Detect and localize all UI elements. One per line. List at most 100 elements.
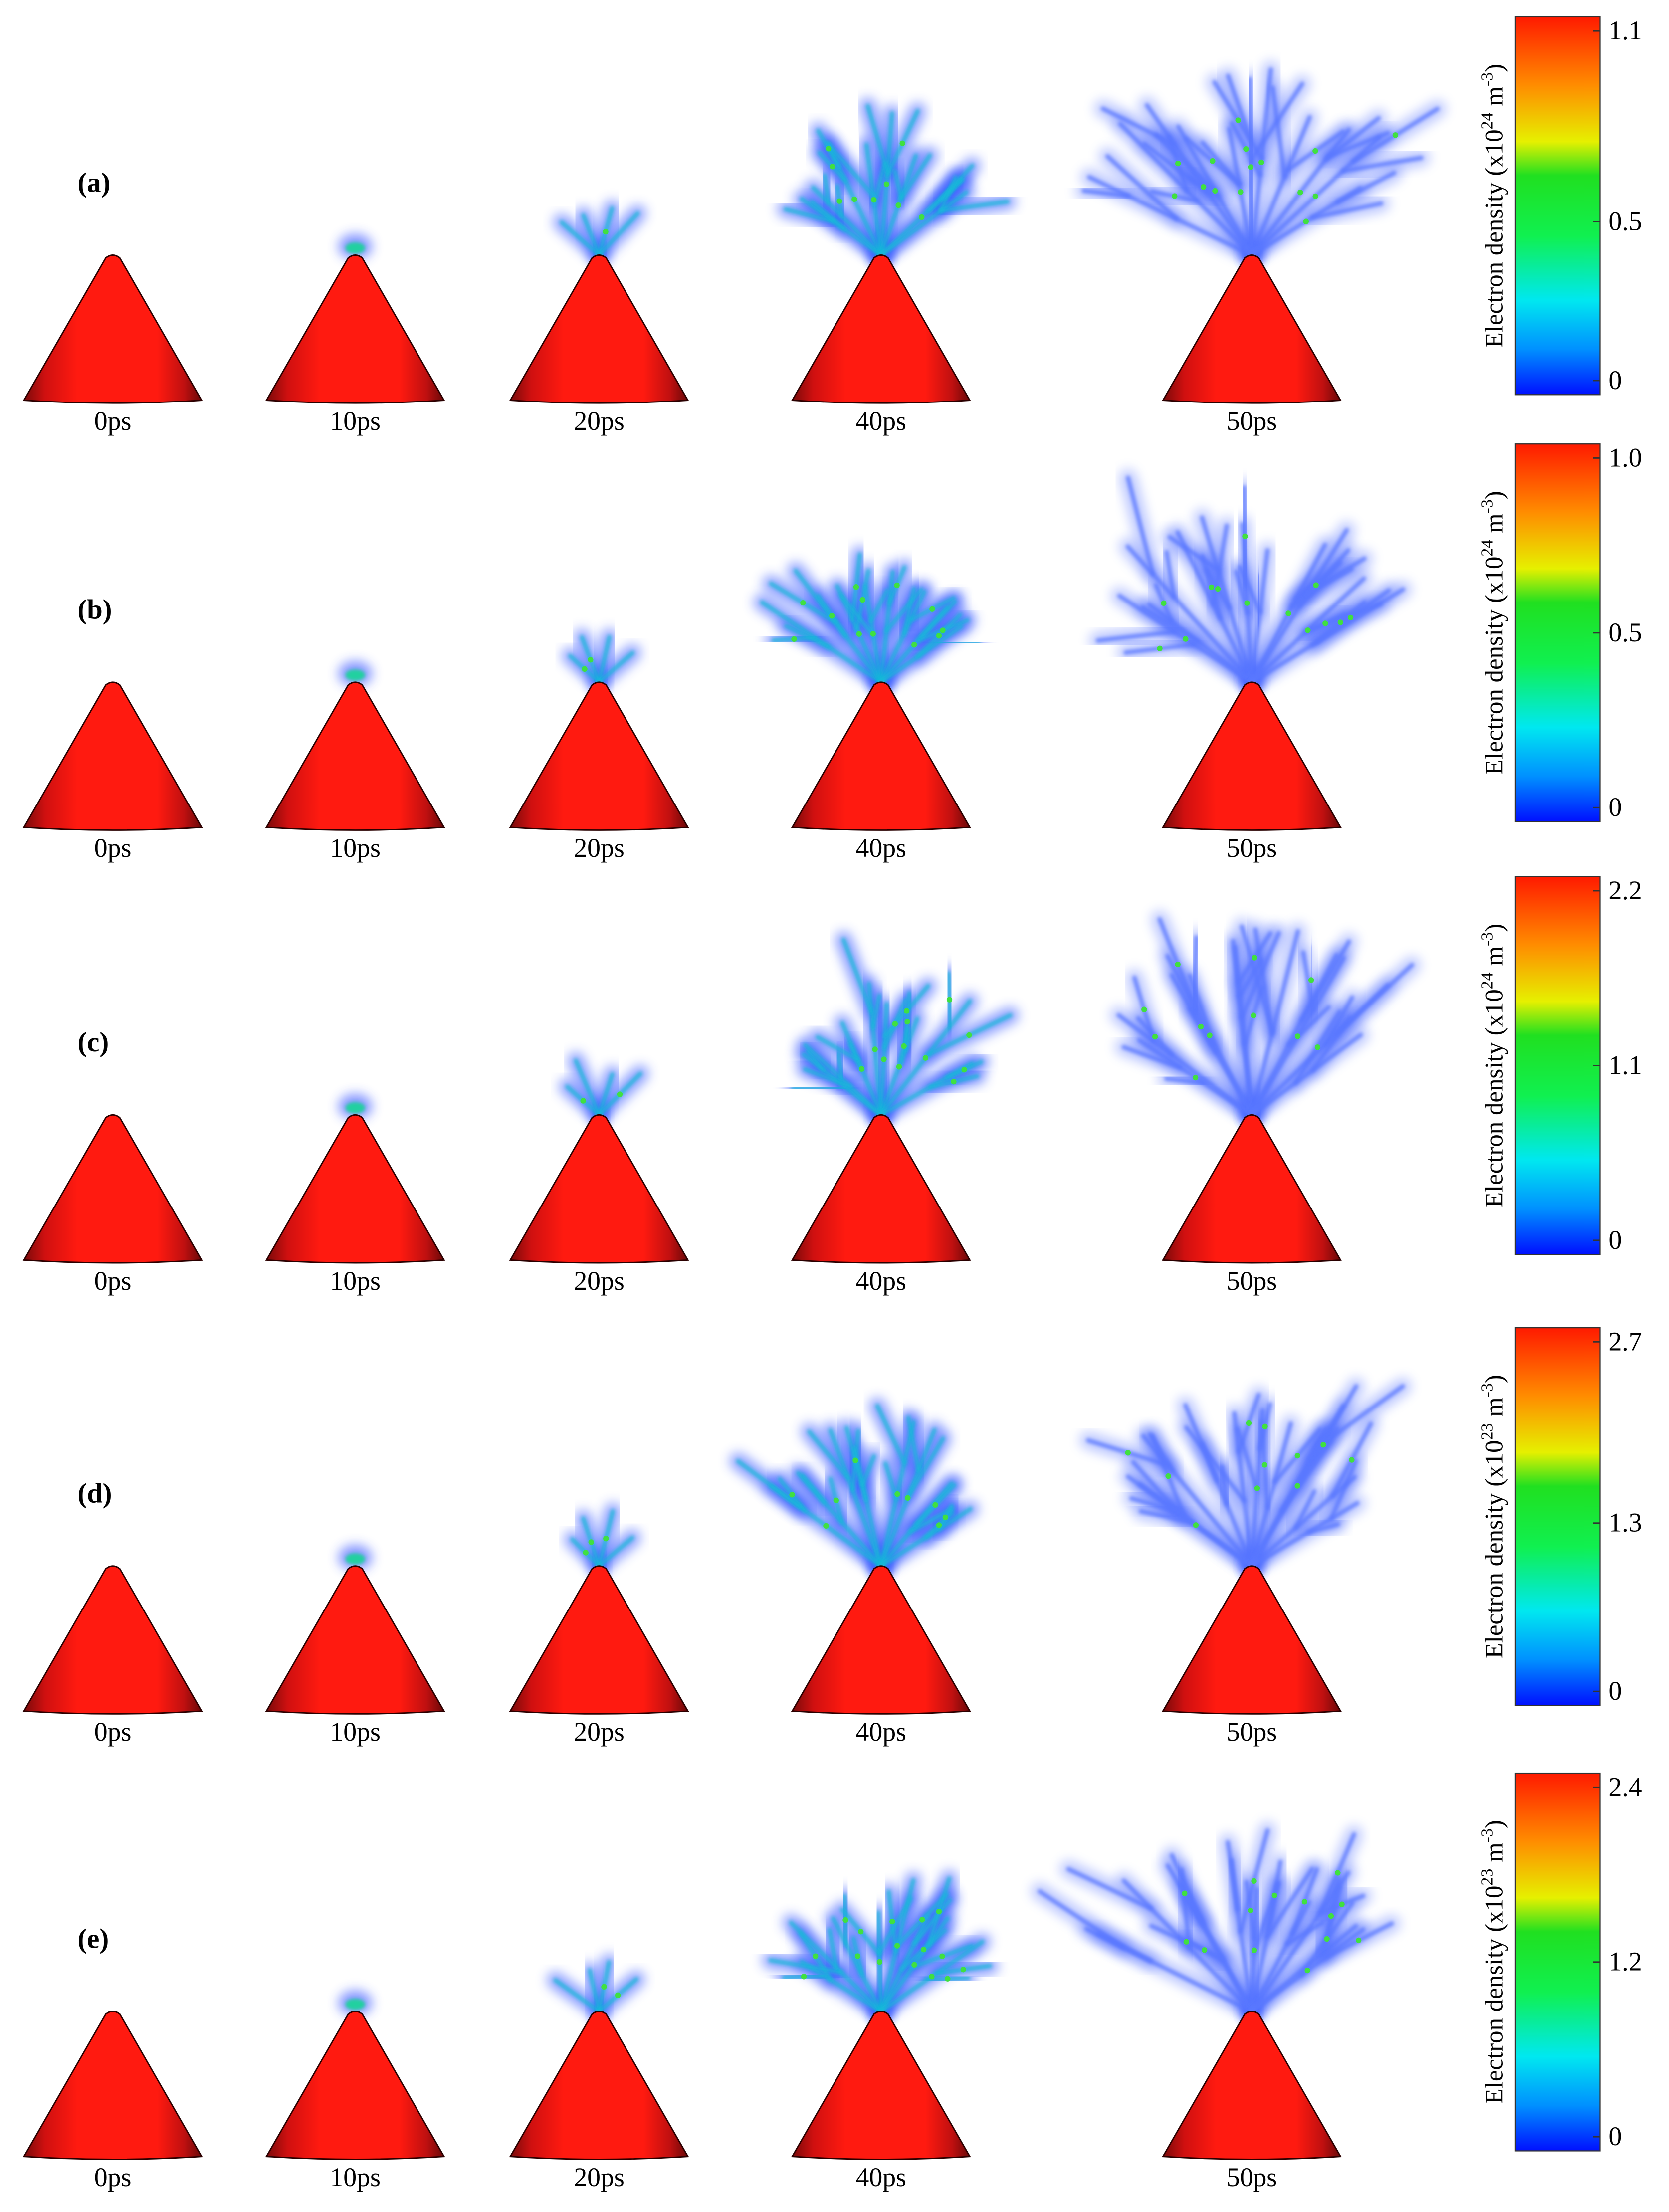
hot-spot	[939, 1954, 945, 1959]
hot-spot	[929, 1974, 934, 1979]
hot-spot	[1183, 636, 1188, 641]
hot-spot	[1157, 646, 1162, 651]
hot-spot	[1248, 164, 1253, 170]
time-label: 10ps	[330, 2162, 380, 2192]
hot-spot	[580, 1098, 586, 1103]
hot-spot	[813, 1953, 818, 1959]
hot-spot	[896, 1064, 902, 1069]
cone	[510, 1566, 688, 1714]
hot-spot	[1165, 1473, 1171, 1479]
hot-spot	[911, 642, 917, 647]
hot-spot	[1193, 1075, 1198, 1080]
panel: 0ps	[24, 255, 202, 436]
hot-spot	[1348, 615, 1353, 620]
title-text: Electron density (x10	[1481, 1440, 1509, 1659]
colorbar	[1515, 17, 1600, 395]
panel: 20ps	[510, 1061, 688, 1296]
panel: 10ps	[266, 1094, 444, 1296]
time-label: 50ps	[1227, 1717, 1277, 1747]
title-exponent: 24	[1478, 972, 1497, 989]
hot-spot	[884, 182, 889, 187]
hot-spot	[900, 141, 905, 146]
hot-spot	[936, 633, 942, 638]
hot-spot	[872, 1046, 878, 1052]
time-label: 10ps	[330, 1266, 380, 1296]
tick-label: 0	[1608, 1225, 1622, 1255]
tick-label: 0.5	[1608, 617, 1642, 647]
cone	[1163, 682, 1340, 830]
hot-spot	[1210, 158, 1215, 164]
panel: 50ps	[1040, 1830, 1392, 2192]
title-suffix: )	[1481, 924, 1509, 932]
title-unit-exponent: -3	[1478, 1383, 1497, 1397]
time-label: 0ps	[94, 1266, 132, 1296]
time-label: 40ps	[856, 833, 906, 863]
tick-label: 0	[1608, 365, 1622, 395]
hot-spot	[860, 597, 865, 603]
title-unit-exponent: -3	[1478, 499, 1497, 513]
hot-spot	[1193, 1522, 1199, 1528]
tick-label: 0	[1608, 1676, 1622, 1706]
hot-spot	[870, 631, 876, 636]
hot-spot	[1339, 1901, 1344, 1907]
row-label: (d)	[77, 1478, 112, 1509]
title-exponent: 23	[1478, 1869, 1497, 1886]
branch-core	[793, 1087, 846, 1088]
hot-spot	[789, 1492, 795, 1497]
time-label: 10ps	[330, 1717, 380, 1747]
cone	[24, 2011, 202, 2160]
cone	[792, 2011, 970, 2160]
hot-spot	[1320, 1442, 1326, 1447]
hot-spot	[603, 229, 608, 234]
cone	[510, 682, 688, 830]
hot-spot	[1141, 1007, 1147, 1012]
hot-spot	[904, 1019, 910, 1024]
tick-label: 1.1	[1608, 15, 1642, 45]
hot-spot	[1243, 146, 1249, 152]
hot-spot	[1258, 160, 1264, 165]
tick-label: 1.2	[1608, 1947, 1642, 1977]
hot-spot	[1242, 534, 1248, 539]
panel: 10ps	[266, 1545, 444, 1747]
hot-spot	[1215, 586, 1221, 592]
row-label: (b)	[77, 595, 112, 625]
tick-label: 1.3	[1608, 1508, 1642, 1538]
cone	[792, 1566, 970, 1714]
hot-spot	[829, 613, 834, 618]
cone	[1163, 255, 1340, 403]
hot-spot	[1262, 1462, 1267, 1467]
title-unit: m	[1481, 513, 1509, 539]
hot-spot	[1175, 161, 1181, 166]
hot-spot	[1251, 1878, 1256, 1884]
hot-spot	[582, 666, 587, 672]
panel: 40ps	[738, 1406, 971, 1747]
hot-spot	[851, 197, 857, 202]
colorbar	[1515, 444, 1600, 821]
title-suffix: )	[1481, 1820, 1509, 1828]
time-label: 20ps	[574, 2162, 624, 2192]
time-label: 0ps	[94, 833, 132, 863]
title-unit: m	[1481, 1397, 1509, 1423]
cone	[266, 255, 444, 403]
hot-spot	[896, 202, 901, 208]
colorbar	[1515, 877, 1600, 1254]
time-label: 20ps	[574, 1266, 624, 1296]
hot-spot	[1184, 1939, 1189, 1945]
core	[345, 1102, 365, 1114]
hot-spot	[919, 214, 924, 220]
hot-spot	[1295, 1483, 1300, 1488]
hot-spot	[894, 1943, 900, 1949]
title-unit: m	[1481, 86, 1509, 112]
time-label: 40ps	[856, 1266, 906, 1296]
hot-spot	[1252, 955, 1257, 960]
panel: 40ps	[770, 1879, 990, 2193]
hot-spot	[791, 636, 797, 642]
hot-spot	[961, 1067, 967, 1072]
core	[345, 669, 365, 681]
cone	[24, 255, 202, 403]
hot-spot	[1238, 189, 1243, 195]
hot-spot	[1285, 610, 1291, 616]
hot-spot	[951, 1079, 956, 1084]
title-text: Electron density (x10	[1481, 989, 1509, 1207]
